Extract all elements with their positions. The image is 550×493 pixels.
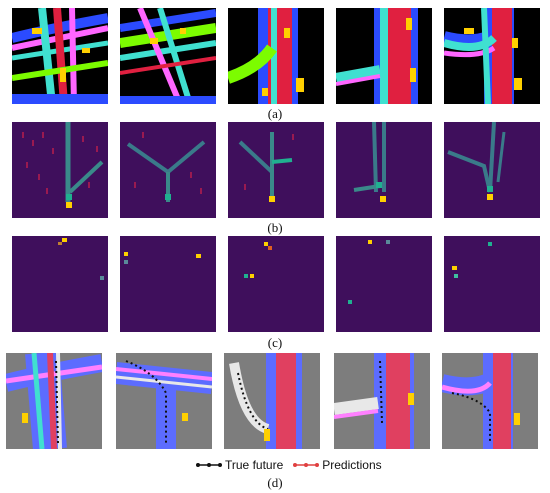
panel-d5	[442, 353, 538, 449]
legend-predictions: Predictions	[293, 458, 382, 472]
panel-b5	[444, 122, 540, 218]
row-d	[0, 353, 550, 449]
panel-d2	[116, 353, 212, 449]
caption-d: (d)	[267, 475, 283, 490]
row-c	[0, 236, 550, 332]
row-a	[0, 8, 550, 104]
legend-true-future-label: True future	[225, 458, 284, 472]
panel-a1	[12, 8, 108, 104]
panel-b1	[12, 122, 108, 218]
caption-b: (b)	[267, 220, 283, 235]
row-b	[0, 122, 550, 218]
panel-c5	[444, 236, 540, 332]
panel-c4	[336, 236, 432, 332]
panel-c3	[228, 236, 324, 332]
panel-c2	[120, 236, 216, 332]
true-future-line-icon	[196, 463, 222, 467]
panel-d1	[6, 353, 102, 449]
panel-c1	[12, 236, 108, 332]
panel-a2	[120, 8, 216, 104]
predictions-line-icon	[293, 463, 320, 467]
panel-d3	[224, 353, 320, 449]
legend: True future Predictions	[196, 458, 392, 472]
panel-d4	[334, 353, 430, 449]
legend-true-future: True future	[196, 458, 283, 472]
panel-b3	[228, 122, 324, 218]
panel-a5	[444, 8, 540, 104]
legend-predictions-label: Predictions	[322, 458, 382, 472]
caption-c: (c)	[267, 335, 283, 350]
panel-b4	[336, 122, 432, 218]
panel-a3	[228, 8, 324, 104]
caption-a: (a)	[267, 106, 283, 121]
panel-a4	[336, 8, 432, 104]
panel-b2	[120, 122, 216, 218]
